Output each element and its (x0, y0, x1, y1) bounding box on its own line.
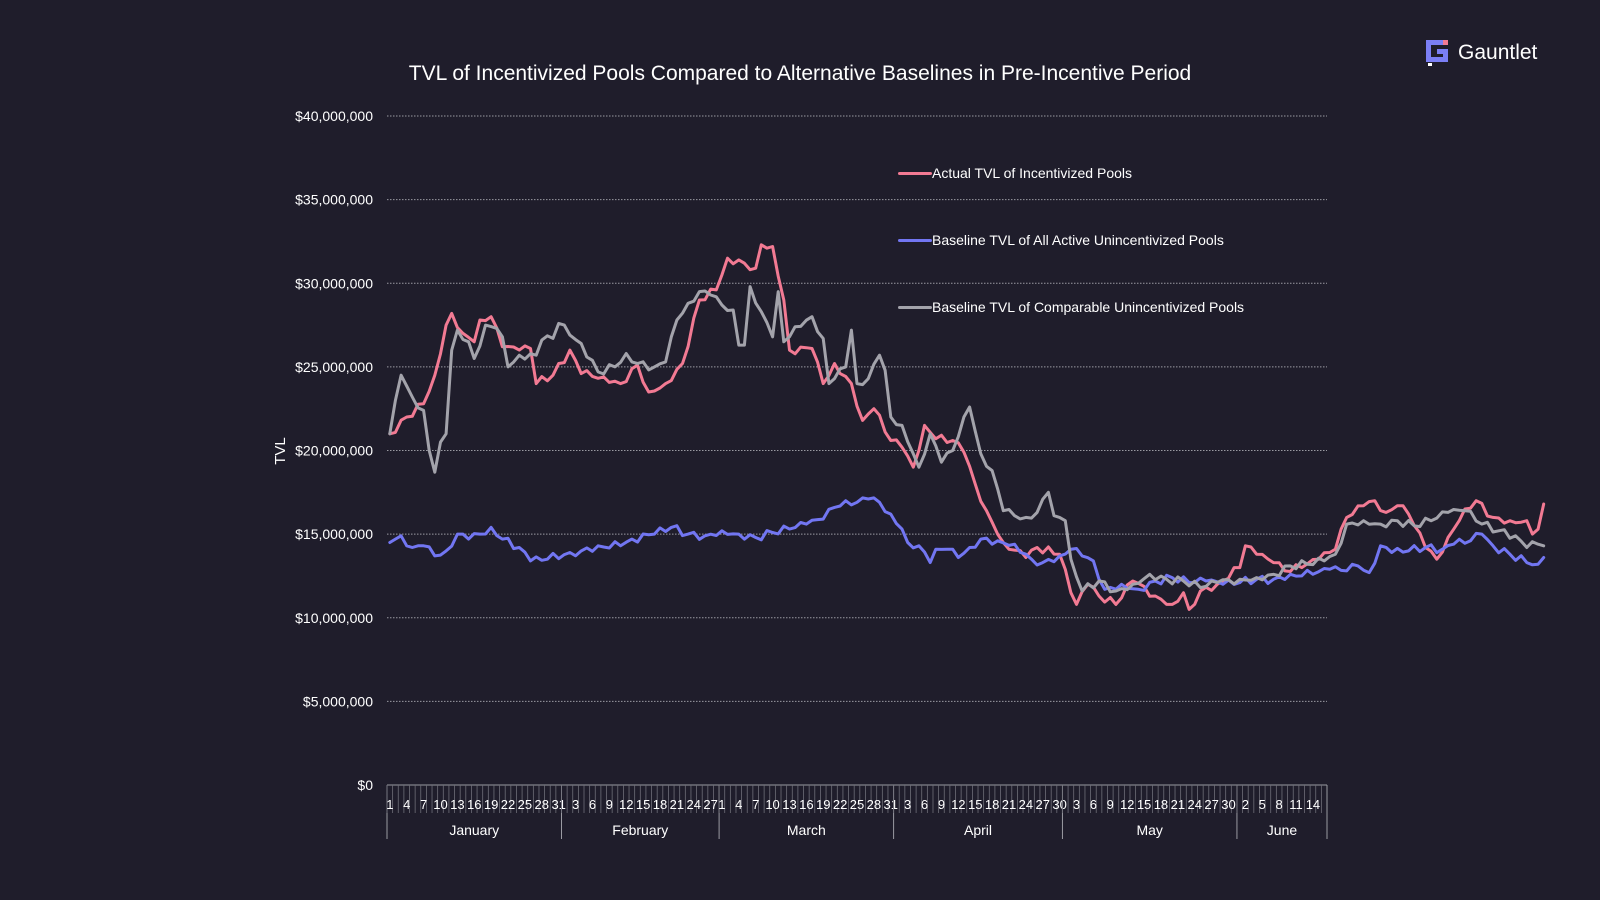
x-tick-label: 13 (450, 797, 464, 812)
x-tick-label: 21 (1002, 797, 1016, 812)
x-tick-label: 7 (420, 797, 427, 812)
legend: Actual TVL of Incentivized Pools Baselin… (898, 163, 1244, 364)
x-tick-label: 22 (833, 797, 847, 812)
x-tick-label: 12 (951, 797, 965, 812)
x-tick-label: 5 (1259, 797, 1266, 812)
x-tick-label: 28 (535, 797, 549, 812)
y-tick-label: $25,000,000 (295, 359, 373, 375)
series-line (388, 243, 1546, 611)
x-tick-label: 31 (551, 797, 565, 812)
x-tick-label: 19 (816, 797, 830, 812)
y-tick-label: $0 (357, 777, 373, 793)
brand-name: Gauntlet (1458, 41, 1538, 64)
y-tick-label: $15,000,000 (295, 526, 373, 542)
x-tick-label: 27 (1036, 797, 1050, 812)
brand-logo: Gauntlet (1426, 40, 1537, 66)
month-label: June (1267, 822, 1298, 838)
legend-item: Actual TVL of Incentivized Pools (898, 163, 1244, 183)
x-tick-label: 22 (501, 797, 515, 812)
y-axis: $0 $5,000,000 $10,000,000 $15,000,000 $20,00… (295, 108, 373, 793)
x-tick-label: 24 (1187, 797, 1201, 812)
x-tick-label: 4 (735, 797, 742, 812)
chart-title: TVL of Incentivized Pools Compared to Al… (408, 62, 1192, 85)
x-tick-label: 14 (1306, 797, 1320, 812)
x-tick-label: 25 (850, 797, 864, 812)
x-tick-label: 7 (752, 797, 759, 812)
legend-item: Baseline TVL of Comparable Unincentivize… (898, 297, 1244, 317)
x-tick-label: 21 (670, 797, 684, 812)
x-tick-label: 18 (653, 797, 667, 812)
x-tick-label: 1 (386, 797, 393, 812)
series-lines (388, 243, 1546, 611)
x-tick-label: 3 (572, 797, 579, 812)
x-tick-label: 2 (1242, 797, 1249, 812)
x-tick-label: 12 (1120, 797, 1134, 812)
x-tick-label: 6 (1090, 797, 1097, 812)
x-tick-label: 18 (985, 797, 999, 812)
x-tick-label: 18 (1154, 797, 1168, 812)
legend-label: Actual TVL of Incentivized Pools (932, 165, 1132, 181)
x-tick-label: 24 (1019, 797, 1033, 812)
x-tick-label: 25 (518, 797, 532, 812)
legend-item: Baseline TVL of All Active Unincentivize… (898, 230, 1244, 250)
x-tick-label: 8 (1276, 797, 1283, 812)
month-label: March (787, 822, 826, 838)
y-axis-label: TVL (272, 437, 289, 465)
month-label: February (612, 822, 668, 838)
y-tick-label: $40,000,000 (295, 108, 373, 124)
y-tick-label: $30,000,000 (295, 275, 373, 291)
x-tick-label: 24 (687, 797, 701, 812)
y-tick-label: $20,000,000 (295, 443, 373, 459)
x-tick-label: 27 (1204, 797, 1218, 812)
x-tick-label: 16 (467, 797, 481, 812)
y-tick-label: $10,000,000 (295, 610, 373, 626)
x-tick-label: 9 (938, 797, 945, 812)
y-tick-label: $5,000,000 (303, 693, 373, 709)
y-tick-label: $35,000,000 (295, 192, 373, 208)
series-line (388, 496, 1546, 592)
x-tick-label: 19 (484, 797, 498, 812)
month-label: January (449, 822, 499, 838)
x-tick-label: 6 (921, 797, 928, 812)
month-label: April (964, 822, 992, 838)
x-tick-label: 10 (765, 797, 779, 812)
legend-label: Baseline TVL of Comparable Unincentivize… (932, 299, 1245, 315)
x-tick-label: 21 (1171, 797, 1185, 812)
x-tick-label: 28 (867, 797, 881, 812)
x-tick-label: 15 (1137, 797, 1151, 812)
x-tick-label: 12 (619, 797, 633, 812)
x-tick-label: 15 (968, 797, 982, 812)
series-line (388, 285, 1546, 594)
legend-swatch (898, 238, 932, 242)
month-label: May (1136, 822, 1162, 838)
x-tick-label: 31 (884, 797, 898, 812)
x-tick-label: 30 (1052, 797, 1066, 812)
x-tick-label: 3 (904, 797, 911, 812)
x-tick-label: 15 (636, 797, 650, 812)
x-tick-label: 6 (589, 797, 596, 812)
x-tick-label: 10 (433, 797, 447, 812)
x-tick-label: 1 (718, 797, 725, 812)
x-tick-label: 16 (799, 797, 813, 812)
x-tick-label: 11 (1289, 797, 1303, 812)
x-tick-label: 9 (606, 797, 613, 812)
x-tick-label: 13 (782, 797, 796, 812)
legend-label: Baseline TVL of All Active Unincentivize… (932, 232, 1224, 248)
x-tick-label: 30 (1221, 797, 1235, 812)
x-tick-label: 9 (1107, 797, 1114, 812)
x-tick-label: 4 (403, 797, 410, 812)
x-tick-label: 27 (703, 797, 717, 812)
grid-lines (387, 115, 1327, 702)
x-tick-label: 3 (1073, 797, 1080, 812)
legend-swatch (898, 171, 932, 175)
legend-swatch (898, 305, 932, 309)
gauntlet-logo-icon (1426, 40, 1448, 66)
